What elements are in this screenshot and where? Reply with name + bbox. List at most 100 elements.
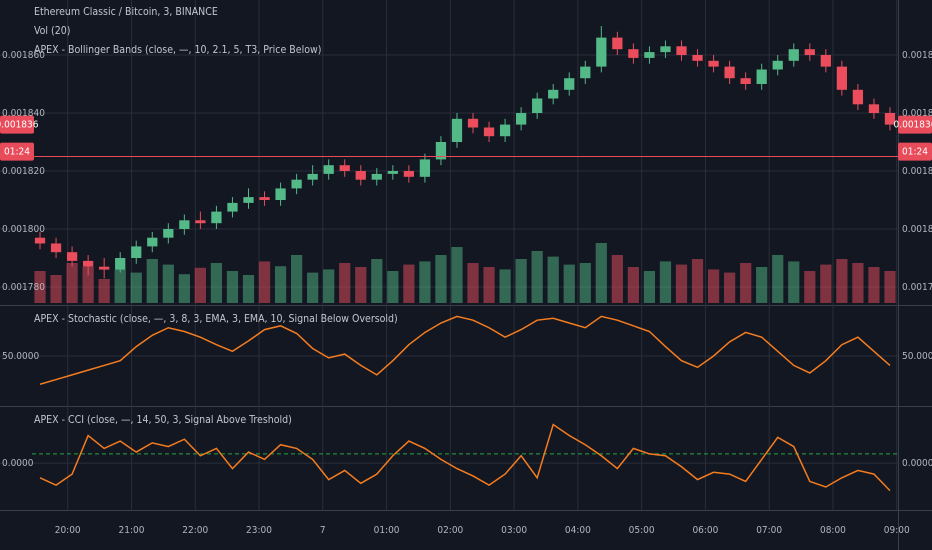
candle-body xyxy=(788,49,799,61)
x-tick-label: 02:00 xyxy=(437,525,463,536)
volume-bar xyxy=(82,267,94,303)
candle-body xyxy=(275,188,286,200)
candle-body xyxy=(131,246,142,258)
volume-bar xyxy=(723,272,736,303)
candle-body xyxy=(323,165,334,174)
last-price-tag xyxy=(898,115,932,134)
volume-bar xyxy=(852,263,864,303)
candle-body xyxy=(644,52,655,58)
symbol-title: Ethereum Classic / Bitcoin, 3, BINANCE xyxy=(34,6,218,18)
candle-body xyxy=(50,243,62,253)
volume-bar xyxy=(627,267,640,303)
volume-title: Vol (20) xyxy=(34,25,70,37)
indicator-line xyxy=(39,423,891,492)
volume-bar xyxy=(499,269,511,303)
x-tick-label: 20:00 xyxy=(55,525,81,536)
candle-body xyxy=(772,60,783,70)
x-tick-label: 01:00 xyxy=(374,525,400,536)
x-tick-label: 22:00 xyxy=(182,525,208,536)
volume-bar xyxy=(114,269,126,303)
candle-body xyxy=(596,37,607,67)
x-tick-label: 23:00 xyxy=(246,525,272,536)
volume-bar xyxy=(467,263,479,303)
x-tick-label: 09:00 xyxy=(884,525,910,536)
x-tick-label: 08:00 xyxy=(820,525,846,536)
candle-body xyxy=(99,266,110,270)
candle-body xyxy=(355,171,366,180)
candle-body xyxy=(532,98,543,114)
candle-body xyxy=(804,49,815,56)
candle-body xyxy=(115,257,126,270)
candle-body xyxy=(195,220,206,224)
y-tick-label: 0.001780 xyxy=(902,282,932,293)
candle-body xyxy=(852,89,864,105)
volume-bar xyxy=(675,264,688,303)
candle-body xyxy=(564,78,575,90)
volume-bar xyxy=(643,271,656,303)
volume-bar xyxy=(435,255,447,303)
candle-body xyxy=(243,197,254,203)
volume-bar xyxy=(98,279,110,303)
volume-bar xyxy=(820,264,832,303)
candle-body xyxy=(339,165,350,172)
candle-body xyxy=(387,171,398,174)
y-tick-label-left: 0.001820 xyxy=(2,166,45,177)
y-tick-label-left: 0.001840 xyxy=(2,108,45,119)
volume-bar xyxy=(371,259,383,303)
candle-body xyxy=(515,113,527,125)
candle-body xyxy=(179,220,190,229)
volume-bar xyxy=(146,259,158,303)
stochastic-title: APEX - Stochastic (close, —, 3, 8, 3, EM… xyxy=(34,313,398,325)
volume-bar xyxy=(756,267,768,303)
countdown-label: 01:24 xyxy=(902,147,928,158)
candle-body xyxy=(451,118,463,143)
candle-body xyxy=(259,197,270,200)
y-tick-label-left: 50.0000 xyxy=(2,351,39,362)
volume-bar xyxy=(290,255,303,303)
y-tick-label-left: 0.001800 xyxy=(2,224,45,235)
cci-title: APEX - CCI (close, —, 14, 50, 3, Signal … xyxy=(34,414,292,426)
countdown-tag xyxy=(898,142,932,161)
volume-bar xyxy=(178,274,190,303)
volume-bar xyxy=(515,259,527,303)
candle-body xyxy=(724,66,735,79)
candle-body xyxy=(371,173,382,180)
volume-bar xyxy=(387,271,399,303)
candle-body xyxy=(548,89,559,99)
y-tick-label: 0.001820 xyxy=(902,166,932,177)
candle-body xyxy=(708,60,719,67)
volume-bar xyxy=(611,255,623,303)
candle-body xyxy=(612,37,623,50)
volume-bar xyxy=(323,269,335,303)
x-tick-label: 21:00 xyxy=(119,525,145,536)
x-tick-label: 7 xyxy=(320,525,326,536)
volume-bar xyxy=(50,275,62,303)
y-tick-label-left: 0.001780 xyxy=(2,282,45,293)
candle-body xyxy=(692,55,703,61)
volume-bar xyxy=(162,264,174,303)
candle-body xyxy=(884,113,896,125)
volume-bar xyxy=(884,271,896,303)
candle-body xyxy=(403,171,415,177)
candle-body xyxy=(82,260,94,267)
candle-body xyxy=(419,159,431,177)
candle-body xyxy=(676,46,687,56)
volume-bar xyxy=(579,263,591,303)
indicator-title: APEX - Bollinger Bands (close, —, 10, 2.… xyxy=(34,44,321,56)
x-tick-label: 03:00 xyxy=(501,525,527,536)
volume-bar xyxy=(531,251,543,303)
volume-bar xyxy=(339,263,351,303)
volume-bar xyxy=(210,263,223,303)
y-tick-label-left: 0.001860 xyxy=(2,50,45,61)
volume-bar xyxy=(772,255,784,303)
volume-bar xyxy=(226,271,239,303)
candle-body xyxy=(740,78,751,85)
last-price-label: 0.001836 xyxy=(0,120,39,131)
countdown-label: 01:24 xyxy=(4,147,30,158)
volume-bar xyxy=(194,267,207,303)
volume-bar xyxy=(66,263,78,303)
candle-body xyxy=(660,46,671,53)
candle-body xyxy=(580,66,591,79)
